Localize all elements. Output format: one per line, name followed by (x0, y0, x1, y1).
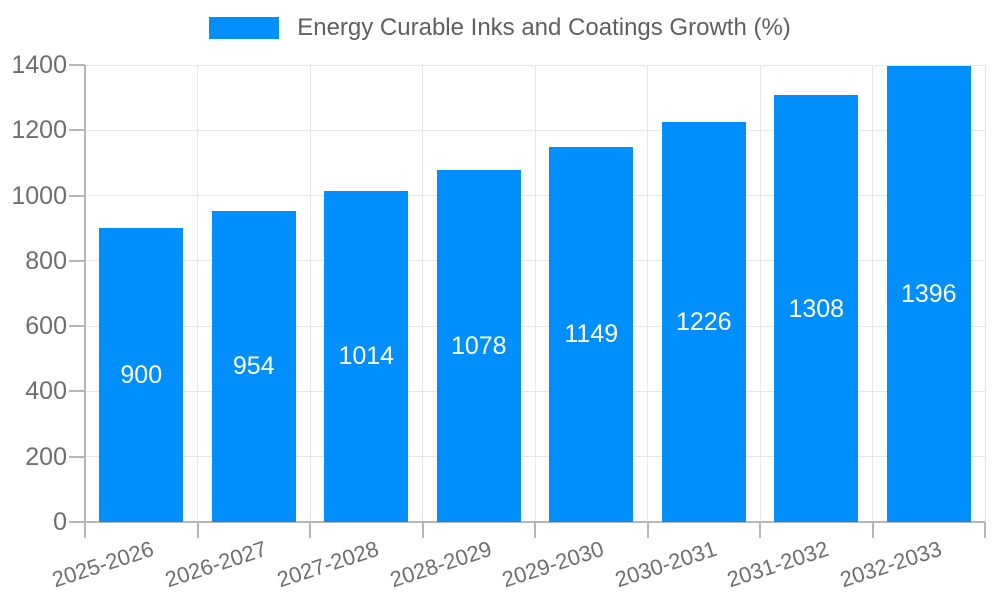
y-axis-tick-label: 600 (25, 312, 67, 341)
y-axis-tick-label: 1200 (11, 116, 67, 145)
y-axis-tick-label: 400 (25, 377, 67, 406)
bar-value-label: 954 (232, 352, 275, 381)
y-axis-tick-label: 1000 (11, 181, 67, 210)
gridline-vertical (534, 65, 536, 522)
bar-value-label: 1308 (788, 294, 845, 323)
y-axis-tick-label: 1400 (11, 51, 67, 79)
y-axis-tick-mark (69, 259, 85, 262)
x-axis-line (85, 521, 985, 523)
y-axis-tick-mark (69, 390, 85, 393)
bar[interactable]: 1396 (886, 66, 971, 522)
bar-value-label: 1078 (450, 332, 507, 361)
x-axis-tick-mark (984, 522, 986, 538)
gridline-vertical (197, 65, 198, 522)
y-axis-tick-label: 800 (25, 246, 67, 275)
x-axis-tick-mark (534, 522, 536, 538)
x-axis-tick-mark (196, 522, 199, 538)
y-axis-tick-mark (69, 129, 85, 132)
y-axis-line (84, 65, 86, 522)
legend-series-label: Energy Curable Inks and Coatings Growth … (297, 14, 791, 41)
y-axis-tick-mark (69, 455, 85, 458)
y-axis-tick-label: 0 (53, 508, 67, 536)
bar-value-label: 1149 (564, 320, 619, 349)
x-axis-tick-mark (421, 522, 424, 538)
bar[interactable]: 1226 (661, 121, 746, 522)
bar[interactable]: 1014 (324, 191, 409, 522)
bar-value-label: 1014 (338, 342, 395, 371)
bar[interactable]: 1308 (774, 95, 859, 522)
bar[interactable]: 1078 (436, 170, 521, 522)
gridline-vertical (872, 65, 873, 522)
gridline-vertical (309, 65, 311, 522)
y-axis-tick-mark (69, 194, 85, 197)
legend[interactable]: Energy Curable Inks and Coatings Growth … (0, 14, 1000, 42)
bar[interactable]: 1149 (549, 146, 634, 522)
gridline-vertical (422, 65, 423, 522)
bar[interactable]: 900 (99, 228, 184, 522)
y-axis-tick-mark (69, 64, 85, 66)
gridline-vertical (984, 65, 986, 522)
x-axis-tick-mark (871, 522, 874, 538)
y-axis-tick-mark (69, 325, 85, 328)
gridline-vertical (759, 65, 761, 522)
bar-value-label: 1396 (900, 280, 957, 309)
y-axis-tick-mark (69, 521, 85, 523)
y-axis-tick-label: 200 (25, 442, 67, 471)
x-axis-tick-mark (309, 522, 311, 538)
bar-value-label: 1226 (675, 307, 732, 336)
bar[interactable]: 954 (211, 210, 296, 522)
x-axis-tick-mark (84, 522, 86, 538)
legend-marker-icon (209, 17, 280, 39)
x-axis-tick-mark (646, 522, 649, 538)
x-axis-tick-mark (759, 522, 761, 538)
bar-value-label: 900 (120, 361, 163, 390)
gridline-vertical (647, 65, 648, 522)
